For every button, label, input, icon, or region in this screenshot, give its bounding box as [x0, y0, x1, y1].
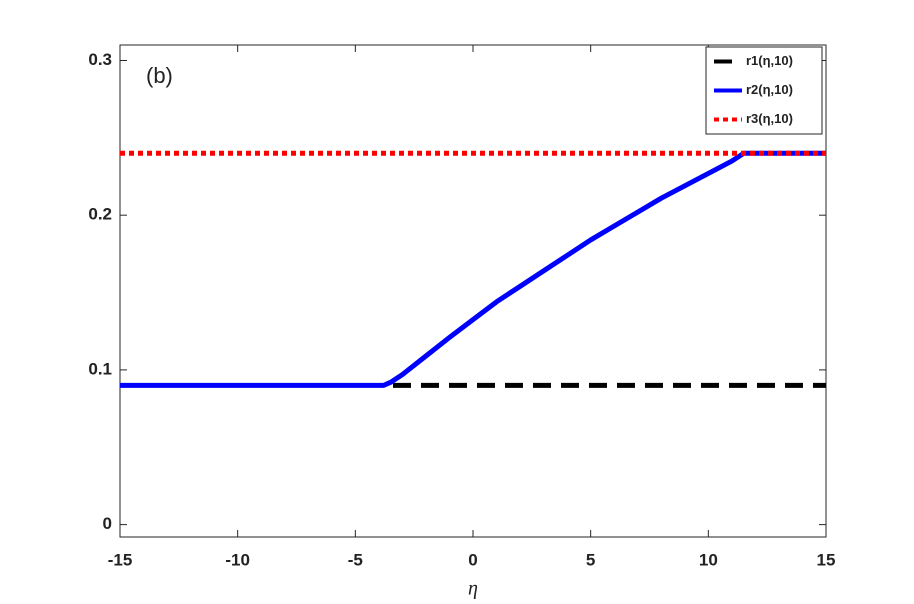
y-tick-label: 0.1: [88, 359, 112, 378]
y-tick-label: 0.2: [88, 205, 112, 224]
x-tick-label: 5: [586, 550, 595, 569]
legend-label: r3(η,10): [746, 111, 793, 126]
x-tick-label: 15: [817, 550, 836, 569]
x-tick-label: 0: [468, 550, 477, 569]
x-tick-label: -5: [348, 550, 363, 569]
y-tick-label: 0.3: [88, 50, 112, 69]
legend-label: r1(η,10): [746, 53, 793, 68]
y-tick-label: 0: [103, 514, 112, 533]
x-tick-label: -15: [108, 550, 133, 569]
line-series: [120, 150, 826, 388]
x-axis-label: η: [468, 578, 478, 600]
legend-label: r2(η,10): [746, 82, 793, 97]
x-tick-label: -10: [225, 550, 250, 569]
annotation: (b): [146, 63, 173, 88]
x-tick-label: 10: [699, 550, 718, 569]
